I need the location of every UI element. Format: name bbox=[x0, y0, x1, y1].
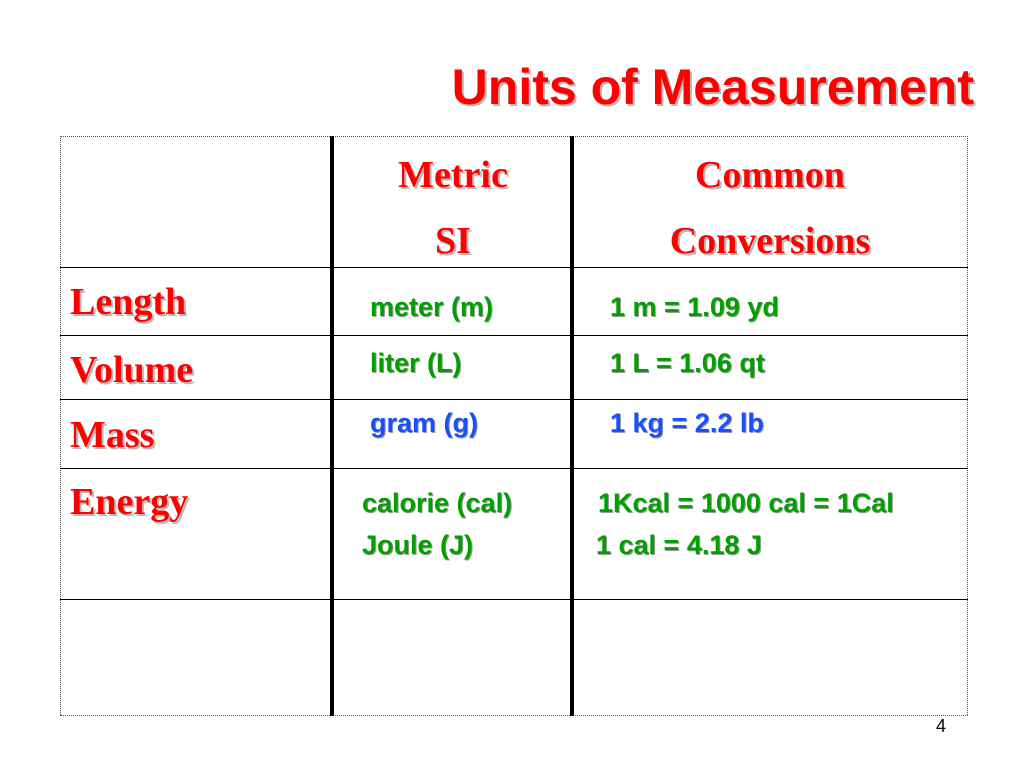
conversion-length: 1 m = 1.09 yd bbox=[610, 292, 779, 322]
row-divider bbox=[60, 335, 968, 336]
slide-title: Units of Measurement bbox=[451, 59, 974, 115]
metric-unit-mass: gram (g) bbox=[370, 408, 478, 438]
conversion-volume: 1 L = 1.06 qt bbox=[610, 348, 765, 378]
row-divider bbox=[60, 399, 968, 400]
metric-unit-energy-joule: Joule (J) bbox=[362, 530, 474, 560]
table-border-left bbox=[60, 136, 61, 715]
row-label-mass: Mass bbox=[70, 414, 155, 456]
header-common-conversions: Common Conversions bbox=[574, 142, 966, 274]
header-common-line-1: Common bbox=[695, 154, 845, 196]
row-label-length: Length bbox=[70, 281, 187, 323]
row-divider bbox=[60, 599, 968, 600]
conversion-mass: 1 kg = 2.2 lb bbox=[610, 408, 764, 438]
table-border-right bbox=[967, 136, 968, 715]
row-divider bbox=[60, 267, 968, 268]
column-divider-1 bbox=[330, 136, 334, 716]
page-number: 4 bbox=[935, 716, 946, 736]
metric-unit-energy-calorie: calorie (cal) bbox=[362, 488, 513, 518]
row-divider bbox=[60, 468, 968, 469]
header-metric: Metric SI bbox=[336, 142, 570, 274]
column-divider-2 bbox=[570, 136, 574, 716]
table-border-top bbox=[60, 136, 968, 137]
header-common-line-2: Conversions bbox=[669, 220, 871, 262]
row-label-energy: Energy bbox=[70, 481, 189, 523]
metric-unit-length: meter (m) bbox=[370, 292, 494, 322]
conversion-energy-joule: 1 cal = 4.18 J bbox=[596, 530, 762, 560]
header-metric-line-2: SI bbox=[435, 220, 471, 262]
metric-unit-volume: liter (L) bbox=[370, 348, 462, 378]
conversion-energy-kcal: 1Kcal = 1000 cal = 1Cal bbox=[598, 488, 894, 518]
table-border-bottom bbox=[60, 715, 968, 716]
row-label-volume: Volume bbox=[70, 349, 194, 391]
header-metric-line-1: Metric bbox=[398, 154, 508, 196]
